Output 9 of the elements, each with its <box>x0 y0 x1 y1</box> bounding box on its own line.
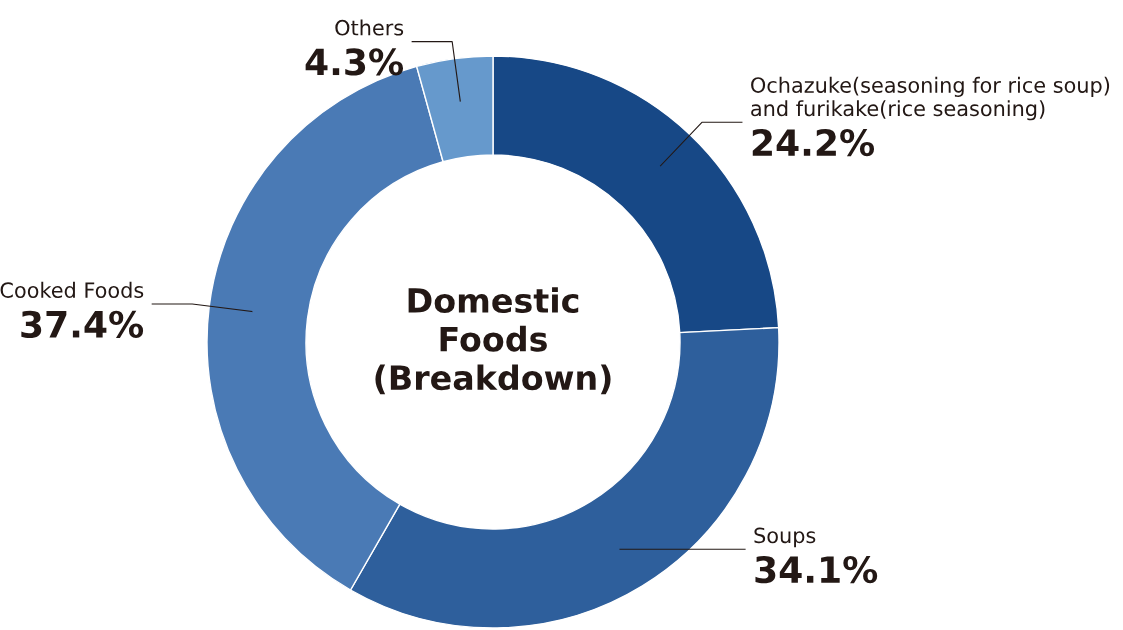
slice-label: Others <box>335 19 404 36</box>
data-label: 34.1% <box>755 555 878 584</box>
data-label: 4.3% <box>305 48 404 76</box>
data-label: 24.2% <box>752 128 875 157</box>
text: Domestic Foods (Breakdown) <box>375 287 611 395</box>
slice-label: Cooked Foods <box>0 281 144 298</box>
data-label: 37.4% <box>21 310 144 338</box>
slice-label: Ochazuke(seasoning for rice soup) and furikake(rice seasoning) <box>751 76 1110 121</box>
slice-label: Soups <box>754 527 816 548</box>
